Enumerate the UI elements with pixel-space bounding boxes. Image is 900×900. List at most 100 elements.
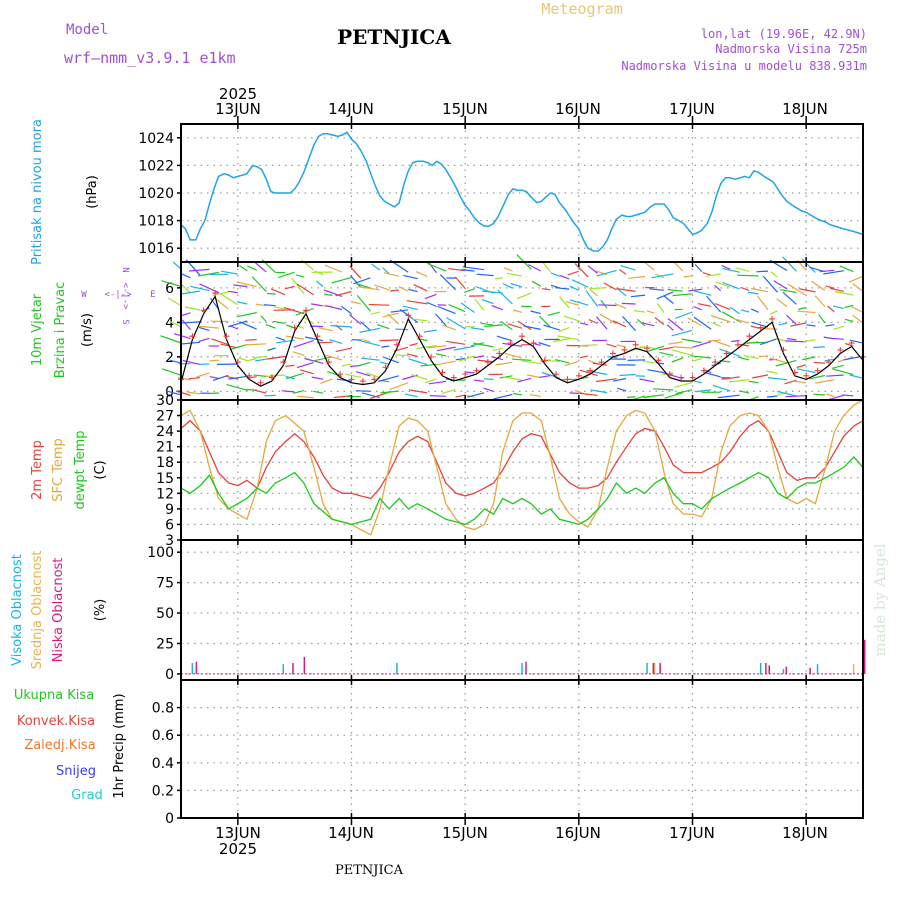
wind-arrow: [770, 271, 778, 278]
wind-gust-marker: [700, 367, 707, 374]
wind-arrow: [220, 270, 238, 275]
wind-arrow: [341, 305, 352, 315]
wind-arrow: [426, 301, 437, 308]
wind-arrow: [531, 280, 542, 287]
wind-arrow: [818, 314, 826, 324]
wind-arrow: [622, 315, 636, 332]
wind-arrow: [403, 274, 418, 280]
wind-ylabel-line1: 10m Vjetar: [30, 293, 45, 366]
wind-arrow: [642, 322, 655, 327]
wind-arrow: [236, 312, 257, 318]
wind-arrow: [555, 287, 570, 290]
year-label-bottom: 2025: [219, 840, 257, 858]
wind-arrow: [297, 395, 314, 399]
wind-arrow: [731, 340, 740, 343]
wind-arrow: [756, 270, 769, 273]
low-cloud-label: Niska Oblacnost: [51, 558, 66, 663]
pressure-line: [180, 131, 864, 252]
wind-arrow: [559, 296, 570, 309]
wind-arrow: [325, 305, 343, 311]
wind-gust-marker: [746, 333, 753, 340]
wind-arrow: [253, 261, 267, 273]
wind-arrow: [482, 290, 503, 294]
wind-arrow: [510, 282, 523, 288]
wind-arrow: [588, 318, 598, 325]
wind-arrow: [313, 356, 333, 362]
precip-legend-hail: Grad: [71, 788, 103, 803]
wind-arrow: [467, 392, 485, 398]
wind-arrow: [284, 285, 295, 290]
wind-arrow: [752, 374, 769, 379]
wind-arrow: [481, 299, 494, 305]
wind-arrow: [737, 356, 750, 361]
wind-arrow: [796, 368, 816, 374]
wind-arrow: [617, 387, 627, 392]
wind-gust-marker: [314, 333, 321, 340]
wind-gust-marker: [428, 353, 435, 360]
wind-arrow: [406, 300, 428, 305]
wind-gust-marker: [325, 359, 332, 366]
wind-arrow: [355, 371, 371, 377]
wind-arrow: [448, 303, 466, 313]
wind-arrow: [832, 368, 854, 376]
wind-arrow: [379, 339, 399, 342]
wind-arrow: [247, 265, 257, 271]
wind-gust-marker: [678, 374, 685, 381]
wind-arrow: [647, 369, 665, 374]
y-tick-label: 75: [156, 576, 174, 592]
wind-arrow: [274, 306, 286, 310]
cloud-unit: (%): [93, 599, 108, 622]
wind-arrow: [377, 323, 390, 330]
wind-arrow: [483, 387, 494, 392]
wind-arrow: [710, 314, 731, 323]
wind-arrow: [359, 340, 380, 347]
wind-arrow: [181, 341, 200, 345]
wind-arrow: [245, 338, 257, 341]
station-title: PETNJICA: [337, 25, 451, 49]
wind-arrow: [667, 318, 684, 331]
wind-arrow: [775, 359, 797, 367]
wind-arrow: [208, 392, 219, 395]
wind-arrow: [630, 294, 646, 298]
wind-gust-marker: [303, 307, 310, 314]
wind-arrow: [330, 324, 352, 328]
wind-arrow: [211, 338, 229, 346]
y-tick-label: 3: [165, 533, 174, 549]
wind-arrow: [748, 380, 759, 384]
wind-arrow: [311, 376, 324, 380]
wind-arrow: [349, 265, 362, 279]
wind-gust-marker: [632, 341, 639, 348]
wind-arrow: [603, 282, 617, 291]
wind-gust-marker: [416, 333, 423, 340]
panels: 1016101810201022102402463691215182124273…: [138, 116, 866, 827]
wind-gust-marker: [268, 374, 275, 381]
wind-gust-marker: [609, 350, 616, 357]
wind-arrow: [513, 392, 522, 396]
pressure-unit: (hPa): [85, 175, 100, 209]
wind-arrow: [428, 380, 447, 385]
wind-arrow: [436, 360, 456, 366]
wind-arrow: [637, 318, 646, 327]
wind-arrow: [683, 275, 693, 278]
wind-arrow: [530, 310, 541, 315]
pressure-axis-titles: Pritisak na nivou mora (hPa): [30, 119, 100, 265]
wind-arrow: [503, 267, 513, 272]
wind-arrow: [470, 327, 485, 331]
wind-arrow: [484, 324, 503, 328]
wind-arrow: [769, 357, 788, 364]
wind-arrow: [813, 393, 825, 396]
wind-arrow: [803, 339, 816, 343]
wind-arrow: [589, 289, 598, 297]
wind-arrow: [628, 275, 646, 279]
wind-arrow: [801, 258, 816, 273]
wind-arrow: [796, 364, 807, 369]
wind-arrow: [829, 337, 844, 340]
wind-arrow: [563, 315, 579, 322]
wind-arrow: [750, 287, 769, 293]
y-tick-label: 1018: [138, 214, 174, 230]
wind-arrow: [435, 353, 447, 357]
wind-gust-marker: [337, 371, 344, 378]
wind-arrow: [220, 293, 239, 306]
wind-arrow: [270, 288, 286, 296]
wind-arrow: [827, 305, 835, 313]
